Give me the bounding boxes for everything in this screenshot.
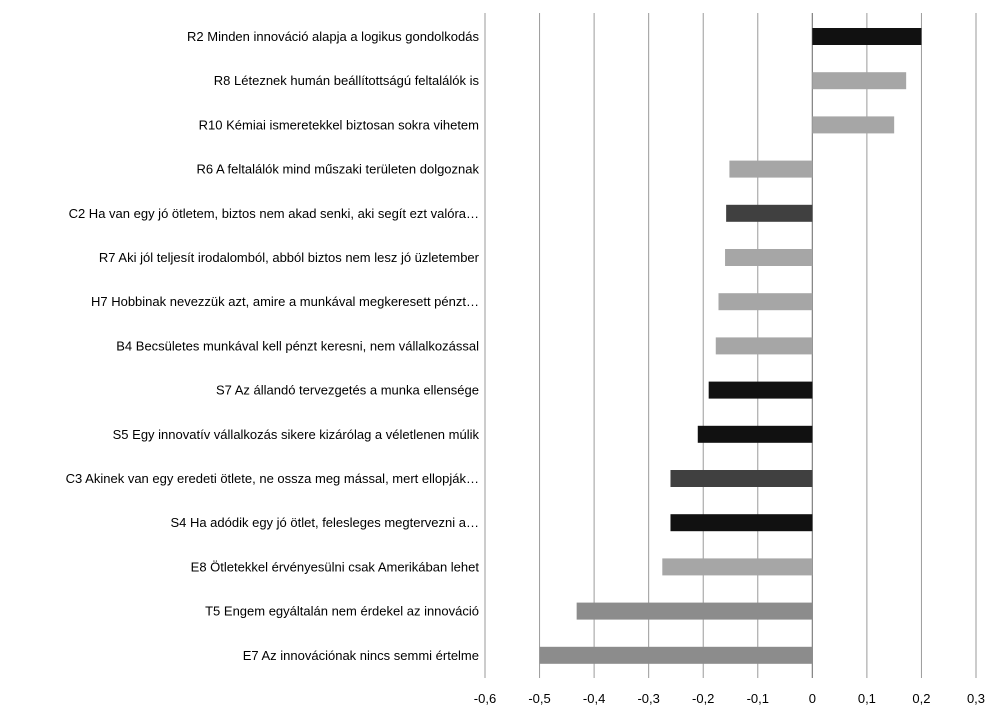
x-axis-tick-labels: -0,6 -0,5 -0,4 -0,3 -0,2 -0,1 0 0,1 0,2 0,3 [474, 691, 985, 706]
x-tick-label: 0 [809, 691, 816, 706]
bar [715, 337, 813, 355]
x-tick-label: -0,1 [747, 691, 769, 706]
category-label: T5 Engem egyáltalán nem érdekel az innov… [205, 604, 479, 619]
category-label: H7 Hobbinak nevezzük azt, amire a munkáv… [91, 294, 479, 309]
x-tick-label: 0,2 [912, 691, 930, 706]
category-label: R10 Kémiai ismeretekkel biztosan sokra v… [199, 117, 479, 132]
category-label: R2 Minden innováció alapja a logikus gon… [187, 29, 479, 44]
bar [697, 425, 813, 443]
category-label: C2 Ha van egy jó ötletem, biztos nem aka… [69, 206, 479, 221]
bar [670, 470, 813, 487]
bar [718, 293, 813, 311]
bar [726, 204, 813, 222]
bar [812, 116, 895, 134]
category-label: R8 Léteznek humán beállítottságú feltalá… [214, 73, 480, 88]
x-tick-label: 0,3 [967, 691, 985, 706]
bar [812, 72, 907, 90]
bar [539, 646, 813, 664]
bar [729, 160, 813, 178]
category-label: S4 Ha adódik egy jó ötlet, felesleges me… [170, 515, 479, 530]
bar [662, 558, 813, 576]
x-tick-label: -0,3 [637, 691, 659, 706]
x-tick-label: -0,2 [692, 691, 714, 706]
bar [576, 602, 813, 620]
x-tick-label: 0,1 [858, 691, 876, 706]
x-tick-label: -0,4 [583, 691, 605, 706]
bar [812, 28, 922, 45]
category-label: C3 Akinek van egy eredeti ötlete, ne oss… [66, 471, 479, 486]
bar [708, 381, 813, 399]
bar [725, 249, 813, 266]
bars [539, 28, 922, 664]
category-label: E8 Ötletekkel érvényesülni csak Amerikáb… [191, 559, 480, 574]
category-labels: R2 Minden innováció alapja a logikus gon… [66, 29, 480, 663]
category-label: S7 Az állandó tervezgetés a munka ellens… [216, 383, 479, 398]
category-label: B4 Becsületes munkával kell pénzt keresn… [116, 338, 479, 353]
category-label: R6 A feltalálók mind műszaki területen d… [196, 162, 479, 177]
x-tick-label: -0,6 [474, 691, 496, 706]
category-label: R7 Aki jól teljesít irodalomból, abból b… [99, 250, 480, 265]
bar [670, 514, 813, 532]
category-label: S5 Egy innovatív vállalkozás sikere kizá… [113, 427, 480, 442]
x-tick-label: -0,5 [528, 691, 550, 706]
category-label: E7 Az innovációnak nincs semmi értelme [243, 648, 479, 663]
